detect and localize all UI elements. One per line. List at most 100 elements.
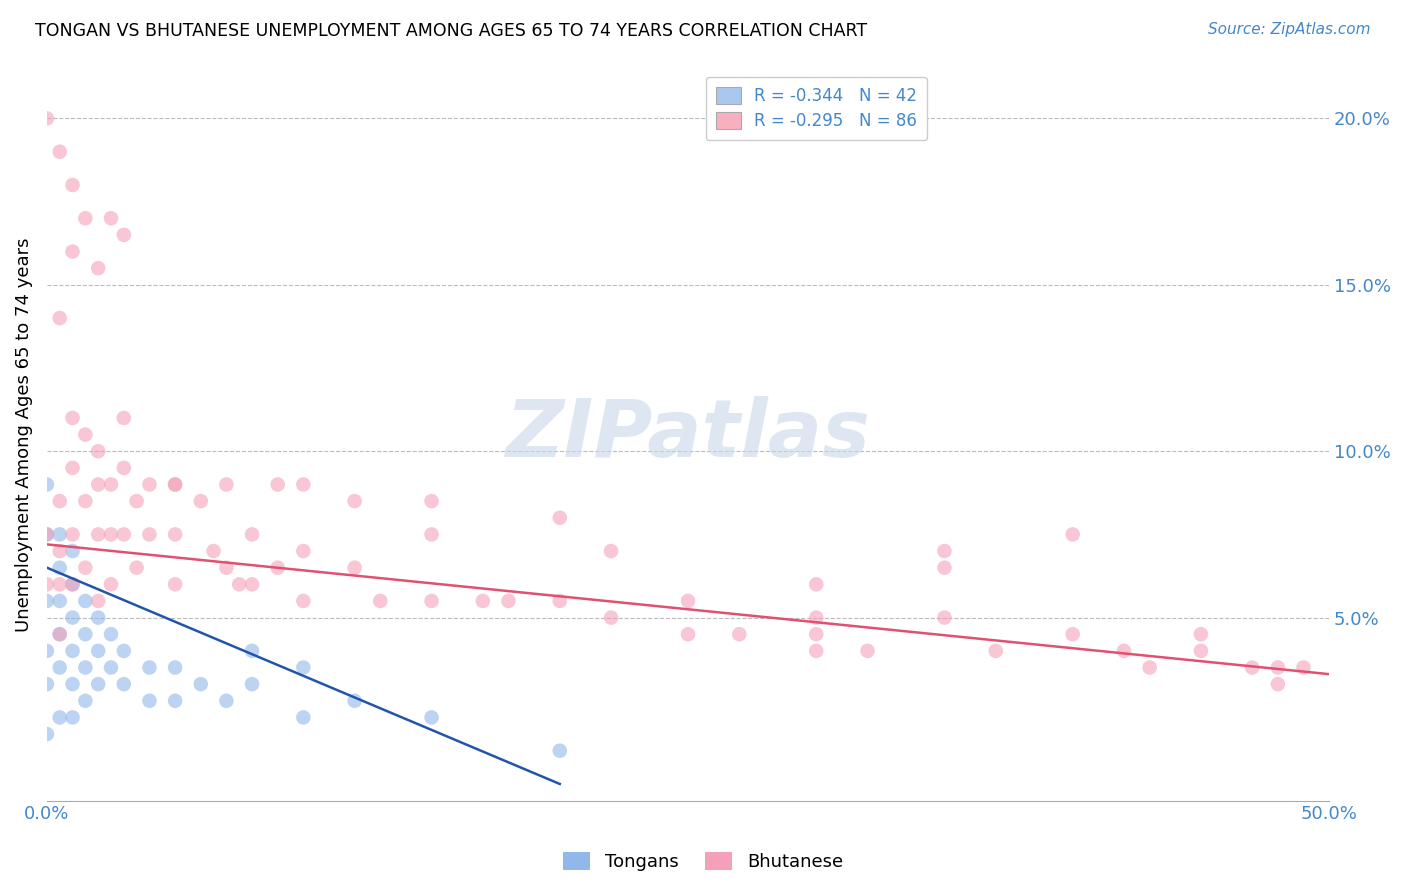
Point	[292, 710, 315, 724]
Point	[806, 644, 828, 658]
Point	[806, 627, 828, 641]
Point	[100, 627, 122, 641]
Point	[48, 527, 70, 541]
Point	[48, 627, 70, 641]
Point	[75, 560, 97, 574]
Point	[138, 660, 160, 674]
Point	[165, 660, 187, 674]
Point	[343, 694, 366, 708]
Point	[984, 644, 1007, 658]
Point	[165, 527, 187, 541]
Point	[35, 677, 58, 691]
Point	[48, 660, 70, 674]
Point	[75, 211, 97, 226]
Point	[48, 311, 70, 326]
Point	[165, 477, 187, 491]
Text: TONGAN VS BHUTANESE UNEMPLOYMENT AMONG AGES 65 TO 74 YEARS CORRELATION CHART: TONGAN VS BHUTANESE UNEMPLOYMENT AMONG A…	[35, 22, 868, 40]
Point	[934, 610, 956, 624]
Point	[48, 560, 70, 574]
Point	[75, 660, 97, 674]
Point	[100, 477, 122, 491]
Point	[112, 227, 135, 242]
Point	[62, 544, 84, 558]
Point	[62, 577, 84, 591]
Point	[676, 594, 699, 608]
Point	[62, 178, 84, 192]
Point	[62, 527, 84, 541]
Point	[87, 444, 110, 458]
Point	[48, 627, 70, 641]
Point	[600, 610, 623, 624]
Point	[62, 577, 84, 591]
Legend: R = -0.344   N = 42, R = -0.295   N = 86: R = -0.344 N = 42, R = -0.295 N = 86	[706, 77, 927, 140]
Point	[228, 577, 250, 591]
Point	[112, 527, 135, 541]
Point	[343, 494, 366, 508]
Point	[48, 577, 70, 591]
Point	[138, 477, 160, 491]
Point	[62, 677, 84, 691]
Point	[75, 494, 97, 508]
Point	[548, 510, 571, 524]
Point	[1267, 660, 1289, 674]
Point	[48, 544, 70, 558]
Point	[1112, 644, 1135, 658]
Point	[35, 644, 58, 658]
Point	[420, 527, 443, 541]
Point	[1241, 660, 1264, 674]
Point	[202, 544, 225, 558]
Point	[125, 560, 148, 574]
Point	[292, 544, 315, 558]
Point	[62, 610, 84, 624]
Point	[35, 477, 58, 491]
Point	[292, 477, 315, 491]
Point	[292, 660, 315, 674]
Point	[420, 594, 443, 608]
Point	[240, 577, 263, 591]
Point	[62, 460, 84, 475]
Point	[190, 494, 212, 508]
Y-axis label: Unemployment Among Ages 65 to 74 years: Unemployment Among Ages 65 to 74 years	[15, 237, 32, 632]
Point	[87, 594, 110, 608]
Point	[100, 211, 122, 226]
Point	[1267, 677, 1289, 691]
Point	[420, 710, 443, 724]
Point	[35, 594, 58, 608]
Point	[48, 145, 70, 159]
Point	[62, 710, 84, 724]
Point	[62, 644, 84, 658]
Point	[728, 627, 751, 641]
Point	[35, 727, 58, 741]
Point	[806, 610, 828, 624]
Point	[35, 527, 58, 541]
Point	[548, 594, 571, 608]
Point	[240, 527, 263, 541]
Point	[35, 112, 58, 126]
Point	[48, 494, 70, 508]
Point	[267, 477, 290, 491]
Point	[165, 477, 187, 491]
Point	[100, 577, 122, 591]
Point	[125, 494, 148, 508]
Point	[368, 594, 391, 608]
Point	[87, 477, 110, 491]
Point	[138, 527, 160, 541]
Text: ZIPatlas: ZIPatlas	[506, 395, 870, 474]
Point	[35, 527, 58, 541]
Point	[190, 677, 212, 691]
Point	[75, 694, 97, 708]
Point	[87, 644, 110, 658]
Point	[1189, 644, 1212, 658]
Point	[215, 477, 238, 491]
Point	[548, 744, 571, 758]
Point	[856, 644, 879, 658]
Point	[292, 594, 315, 608]
Point	[240, 677, 263, 691]
Legend: Tongans, Bhutanese: Tongans, Bhutanese	[555, 845, 851, 879]
Point	[343, 560, 366, 574]
Point	[62, 411, 84, 425]
Point	[165, 694, 187, 708]
Point	[1062, 627, 1084, 641]
Point	[165, 577, 187, 591]
Point	[934, 544, 956, 558]
